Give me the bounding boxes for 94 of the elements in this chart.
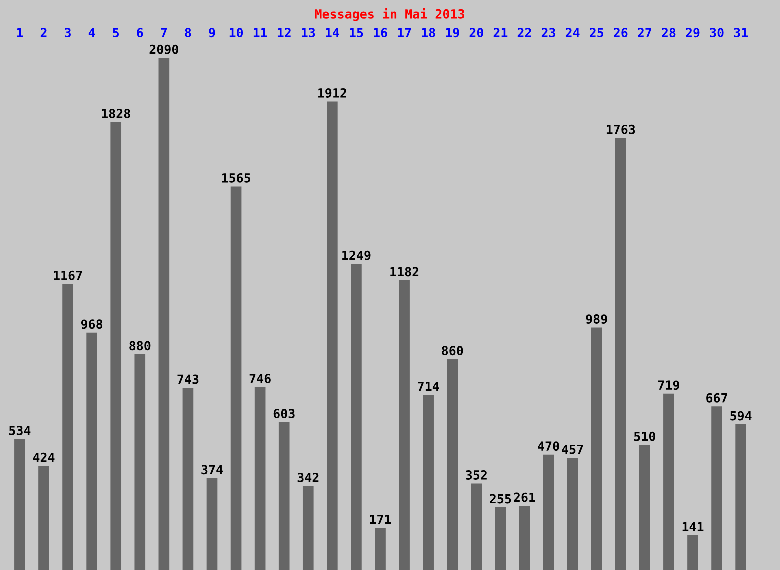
bar	[399, 280, 410, 570]
data-label: 1912	[318, 88, 346, 98]
x-tick-label: 11	[254, 28, 268, 38]
bar	[351, 264, 362, 570]
bar	[640, 445, 650, 570]
data-label: 714	[418, 382, 440, 392]
data-label: 603	[274, 409, 295, 419]
bar	[302, 486, 314, 570]
bar	[134, 354, 146, 570]
bar	[62, 284, 74, 570]
data-label: 1828	[102, 109, 130, 118]
x-tick-label: 29	[686, 28, 700, 38]
bar	[519, 506, 530, 570]
bar	[615, 138, 626, 570]
bar	[423, 395, 434, 570]
x-tick-label: 20	[470, 28, 484, 38]
x-tick-label: 15	[350, 28, 364, 38]
bar	[375, 528, 386, 570]
data-label: 719	[658, 380, 680, 390]
x-tick-label: 21	[494, 28, 508, 38]
x-tick-label: 16	[374, 28, 388, 38]
data-label: 968	[81, 320, 103, 330]
x-tick-label: 2	[40, 28, 47, 38]
bar	[664, 394, 674, 570]
x-tick-label: 31	[734, 28, 748, 38]
bar	[712, 406, 722, 570]
bar	[38, 466, 50, 570]
data-label: 860	[442, 346, 464, 356]
bar	[182, 388, 194, 570]
bar	[495, 508, 506, 570]
data-label: 352	[466, 470, 487, 480]
x-tick-label: 24	[566, 28, 580, 38]
x-tick-label: 30	[710, 28, 724, 38]
data-label: 374	[202, 465, 223, 475]
bar	[447, 359, 458, 570]
x-tick-label: 13	[302, 28, 316, 38]
bar	[567, 458, 578, 570]
bar	[254, 387, 266, 570]
data-label: 1167	[54, 270, 82, 280]
data-label: 743	[178, 374, 199, 384]
bar	[736, 424, 746, 570]
bar	[86, 332, 98, 570]
data-label: 1249	[342, 250, 371, 260]
data-label: 880	[130, 341, 151, 351]
data-label: 424	[33, 452, 55, 462]
bar	[230, 186, 242, 570]
data-label: 510	[634, 432, 656, 442]
x-tick-label: 14	[326, 28, 340, 38]
x-tick-label: 4	[88, 28, 96, 38]
data-label: 141	[682, 522, 704, 532]
bar	[471, 484, 482, 570]
bar	[591, 328, 602, 570]
data-label: 989	[586, 314, 608, 324]
bar	[327, 102, 338, 570]
x-tick-label: 18	[422, 28, 436, 38]
data-label: 594	[730, 411, 752, 421]
x-tick-label: 22	[518, 28, 532, 38]
x-tick-label: 8	[185, 28, 192, 38]
bar	[206, 478, 218, 570]
data-label: 534	[10, 426, 31, 436]
bar	[14, 439, 26, 570]
data-label: 457	[562, 444, 584, 454]
data-label: 470	[538, 442, 560, 452]
data-label: 171	[370, 515, 392, 524]
data-label: 667	[706, 393, 728, 403]
bar	[688, 535, 698, 570]
x-tick-label: 28	[662, 28, 676, 38]
x-tick-label: 6	[137, 28, 144, 38]
bar	[543, 454, 554, 570]
data-label: 342	[298, 472, 319, 482]
x-tick-label: 19	[446, 28, 460, 38]
x-tick-label: 26	[614, 28, 628, 38]
data-label: 2090	[150, 44, 178, 54]
x-tick-label: 1	[17, 28, 24, 38]
bar	[278, 422, 290, 570]
x-tick-label: 7	[161, 28, 167, 38]
data-label: 255	[490, 494, 512, 504]
x-tick-label: 10	[230, 28, 244, 38]
x-tick-label: 23	[542, 28, 556, 38]
x-tick-label: 5	[113, 28, 120, 38]
bar	[158, 58, 170, 570]
x-tick-label: 17	[398, 28, 412, 38]
data-label: 261	[514, 492, 536, 502]
data-label: 1565	[222, 173, 250, 183]
chart-title: Messages in Mai 2013	[315, 8, 464, 22]
x-tick-label: 3	[65, 28, 71, 38]
x-tick-label: 25	[590, 28, 604, 38]
data-label: 1763	[606, 124, 636, 134]
data-label: 746	[250, 374, 271, 384]
bar	[110, 122, 122, 570]
x-tick-label: 12	[278, 28, 291, 38]
x-tick-label: 9	[209, 28, 216, 38]
x-tick-label: 27	[638, 28, 652, 38]
data-label: 1182	[390, 267, 419, 277]
